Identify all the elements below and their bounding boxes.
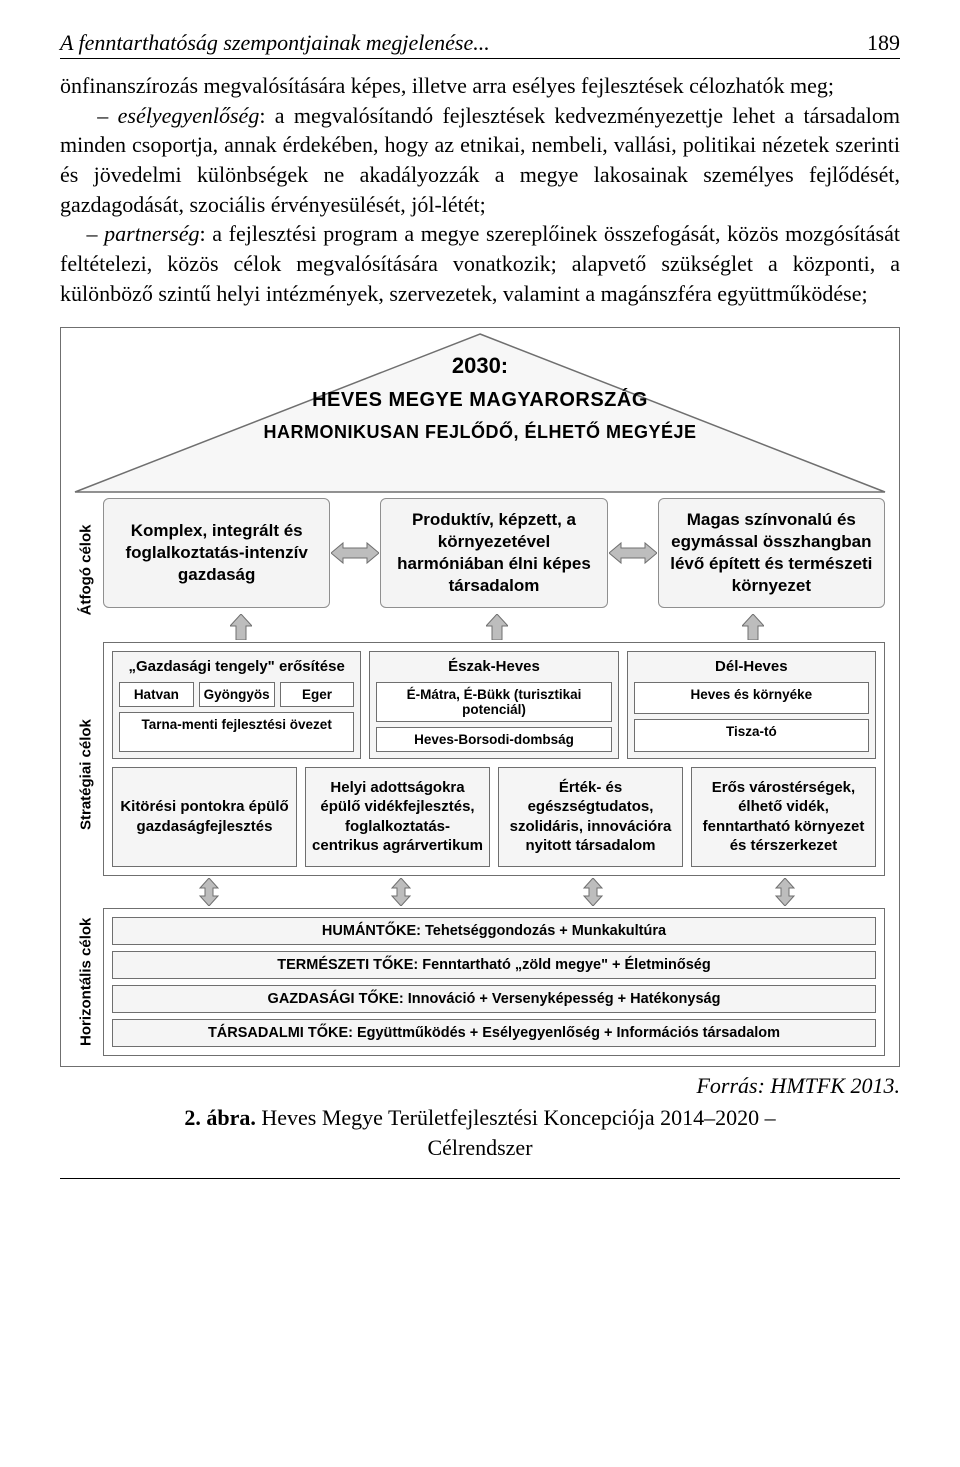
horizontalis-container: HUMÁNTŐKE: Tehetséggondozás + Munkakultú… bbox=[103, 908, 885, 1056]
dbl-arrow-vert-icon bbox=[198, 878, 220, 906]
dbl-arrow-icon bbox=[608, 498, 658, 608]
horiz-item-2: TERMÉSZETI TŐKE: Fenntartható „zöld megy… bbox=[112, 951, 876, 979]
atfogo-box-2: Produktív, képzett, a környezetével harm… bbox=[380, 498, 607, 608]
diagram-roof: 2030: HEVES MEGYE MAGYARORSZÁG HARMONIKU… bbox=[61, 328, 899, 498]
strat-tag: Tarna-menti fejlesztési övezet bbox=[119, 712, 354, 752]
page-number: 189 bbox=[867, 30, 900, 56]
horiz-item-1: HUMÁNTŐKE: Tehetséggondozás + Munkakultú… bbox=[112, 917, 876, 945]
vlabel-horizontalis: Horizontális célok bbox=[69, 908, 103, 1056]
strat-bottom-2: Helyi adottságokra épülő vidékfejlesztés… bbox=[305, 767, 490, 867]
running-title: A fenntarthatóság szempontjainak megjele… bbox=[60, 30, 490, 56]
paragraph-2: – esélyegyenlőség: a megvalósítandó fejl… bbox=[60, 101, 900, 220]
strat-col-1: „Gazdasági tengely" erősítése Hatvan Gyö… bbox=[112, 651, 361, 759]
atfogo-box-1: Komplex, integrált és foglalkoztatás-int… bbox=[103, 498, 330, 608]
paragraph-1: önfinanszírozás megvalósítására képes, i… bbox=[60, 71, 900, 101]
strat-tag: Heves és környéke bbox=[634, 682, 869, 715]
strat-bottom-3: Érték- és egészségtudatos, szolidáris, i… bbox=[498, 767, 683, 867]
roof-line2: HARMONIKUSAN FEJLŐDŐ, ÉLHETŐ MEGYÉJE bbox=[69, 422, 891, 443]
caption-line2: Célrendszer bbox=[427, 1135, 532, 1160]
strat-bottom-1: Kitörési pontokra épülő gazdaságfejleszt… bbox=[112, 767, 297, 867]
p3-label: – partnerség bbox=[87, 221, 200, 246]
body-text: önfinanszírozás megvalósítására képes, i… bbox=[60, 71, 900, 309]
atfogo-box-3: Magas színvonalú és egymással összhangba… bbox=[658, 498, 885, 608]
dbl-arrow-vert-icon bbox=[774, 878, 796, 906]
section-strategiai: Stratégiai célok „Gazdasági tengely" erő… bbox=[61, 642, 899, 908]
strat-bottom-4: Erős várostérségek, élhető vidék, fennta… bbox=[691, 767, 876, 867]
figure-caption: 2. ábra. Heves Megye Területfejlesztési … bbox=[60, 1103, 900, 1162]
figure-source: Forrás: HMTFK 2013. bbox=[60, 1073, 900, 1099]
strat-tag: Tisza-tó bbox=[634, 719, 869, 752]
up-arrow-icon bbox=[742, 614, 764, 640]
strat-tag: Eger bbox=[280, 682, 355, 707]
caption-line1: Heves Megye Területfejlesztési Koncepció… bbox=[256, 1105, 776, 1130]
dbl-arrow-vert-icon bbox=[582, 878, 604, 906]
vlabel-strategiai: Stratégiai célok bbox=[69, 642, 103, 908]
strat-col-3: Dél-Heves Heves és környéke Tisza-tó bbox=[627, 651, 876, 759]
strategiai-container: „Gazdasági tengely" erősítése Hatvan Gyö… bbox=[103, 642, 885, 876]
running-header: A fenntarthatóság szempontjainak megjele… bbox=[60, 30, 900, 59]
roof-year: 2030: bbox=[69, 353, 891, 379]
up-arrow-icon bbox=[486, 614, 508, 640]
diagram-frame: 2030: HEVES MEGYE MAGYARORSZÁG HARMONIKU… bbox=[60, 327, 900, 1067]
strat-tag: Heves-Borsodi-dombság bbox=[376, 727, 611, 752]
up-arrows-row bbox=[103, 614, 891, 640]
roof-line1: HEVES MEGYE MAGYARORSZÁG bbox=[69, 389, 891, 412]
horiz-item-3: GAZDASÁGI TŐKE: Innováció + Versenyképes… bbox=[112, 985, 876, 1013]
strat-col-3-title: Dél-Heves bbox=[634, 658, 869, 675]
horiz-item-4: TÁRSADALMI TŐKE: Együttműködés + Esélyeg… bbox=[112, 1019, 876, 1047]
dbl-arrow-icon bbox=[330, 498, 380, 608]
caption-prefix: 2. ábra. bbox=[184, 1105, 256, 1130]
strat-tag: Hatvan bbox=[119, 682, 194, 707]
vert-arrows-row bbox=[103, 876, 891, 908]
up-arrow-icon bbox=[230, 614, 252, 640]
footer-rule bbox=[60, 1178, 900, 1179]
vlabel-atfogo: Átfogó célok bbox=[69, 498, 103, 642]
strat-tag: Gyöngyös bbox=[199, 682, 275, 707]
strat-tag: É-Mátra, É-Bükk (turisztikai potenciál) bbox=[376, 682, 611, 722]
p2-label: – esélyegyenlőség bbox=[97, 103, 259, 128]
paragraph-3: – partnerség: a fejlesztési program a me… bbox=[60, 219, 900, 308]
strat-col-2: Észak-Heves É-Mátra, É-Bükk (turisztikai… bbox=[369, 651, 618, 759]
strat-col-1-title: „Gazdasági tengely" erősítése bbox=[119, 658, 354, 675]
section-horizontalis: Horizontális célok HUMÁNTŐKE: Tehetséggo… bbox=[61, 908, 899, 1056]
dbl-arrow-vert-icon bbox=[390, 878, 412, 906]
strat-col-2-title: Észak-Heves bbox=[376, 658, 611, 675]
section-atfogo: Átfogó célok Komplex, integrált és fogla… bbox=[61, 498, 899, 642]
